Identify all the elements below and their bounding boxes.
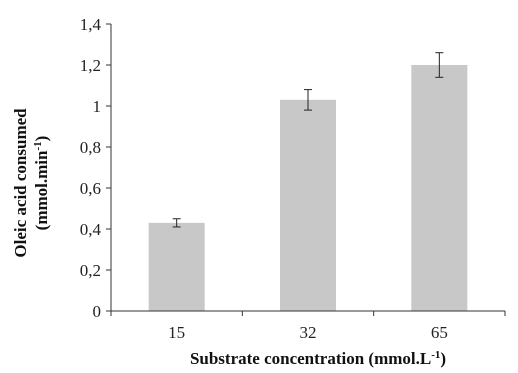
x-tick-label: 15 <box>168 323 185 342</box>
x-tick-label: 65 <box>431 323 448 342</box>
y-axis-title-line1: Oleic acid consumed <box>11 108 30 258</box>
bars-group <box>148 65 468 311</box>
y-ticks-group: 0 0,2 0,4 0,6 0,8 1 1,2 1,4 <box>80 15 111 321</box>
x-axis-title-main: Substrate concentration (mmol.L <box>190 349 431 368</box>
x-ticks-group: 15 32 65 <box>110 311 506 342</box>
error-bars-group <box>172 52 444 228</box>
y-tick-label: 0,8 <box>80 138 101 157</box>
y-tick-label: 0,6 <box>80 179 101 198</box>
y-tick-label: 0 <box>93 302 102 321</box>
y-tick-label: 0,2 <box>80 261 101 280</box>
bar-65 <box>411 65 468 311</box>
y-axis-title-line2: (mmol.min-1) <box>32 136 51 231</box>
y-tick-label: 1,2 <box>80 56 101 75</box>
y-axis-title-unit: (mmol.min <box>32 150 51 230</box>
x-axis-title: Substrate concentration (mmol.L-1) <box>190 349 446 368</box>
bar-32 <box>280 99 336 311</box>
axes-group <box>110 24 505 312</box>
y-axis-title-close: ) <box>32 136 51 142</box>
x-axis-title-exponent: -1 <box>431 349 440 361</box>
x-tick-label: 32 <box>300 323 317 342</box>
y-axis-title-exponent: -1 <box>32 141 44 150</box>
x-axis-title-close: ) <box>440 349 446 368</box>
y-tick-label: 0,4 <box>80 220 102 239</box>
y-tick-label: 1 <box>93 97 102 116</box>
bar-15 <box>148 222 205 311</box>
y-tick-label: 1,4 <box>80 15 102 34</box>
